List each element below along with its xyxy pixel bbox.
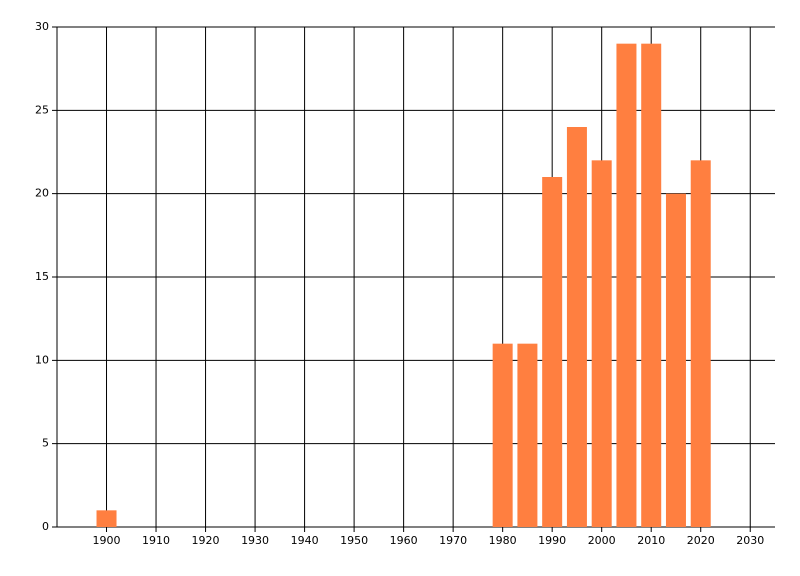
x-tick-label: 1960 — [390, 534, 418, 547]
bar — [591, 160, 612, 528]
y-tick-label: 25 — [35, 103, 49, 116]
x-tick-label: 1990 — [538, 534, 566, 547]
y-tick-label: 5 — [42, 437, 49, 450]
bar — [641, 43, 662, 528]
y-tick-label: 10 — [35, 353, 49, 366]
x-tick-label: 1900 — [93, 534, 121, 547]
y-tick-label: 30 — [35, 20, 49, 33]
x-tick-label: 1940 — [291, 534, 319, 547]
y-tick-label: 20 — [35, 187, 49, 200]
bar — [542, 177, 563, 527]
x-tick-label: 1950 — [340, 534, 368, 547]
x-tick-label: 2010 — [637, 534, 665, 547]
x-tick-label: 1910 — [142, 534, 170, 547]
y-tick-label: 15 — [35, 270, 49, 283]
x-tick-label: 1970 — [439, 534, 467, 547]
bar — [566, 127, 587, 527]
x-tick-label: 2030 — [736, 534, 764, 547]
x-tick-label: 1930 — [241, 534, 269, 547]
bar — [665, 193, 686, 527]
x-tick-label: 2000 — [588, 534, 616, 547]
bar — [616, 43, 637, 528]
y-tick-label: 0 — [42, 520, 49, 533]
x-tick-label: 1980 — [489, 534, 517, 547]
bar — [690, 160, 711, 528]
bar — [517, 343, 538, 527]
bar — [492, 343, 513, 527]
x-tick-label: 1920 — [192, 534, 220, 547]
x-tick-label: 2020 — [687, 534, 715, 547]
bar — [96, 510, 117, 527]
